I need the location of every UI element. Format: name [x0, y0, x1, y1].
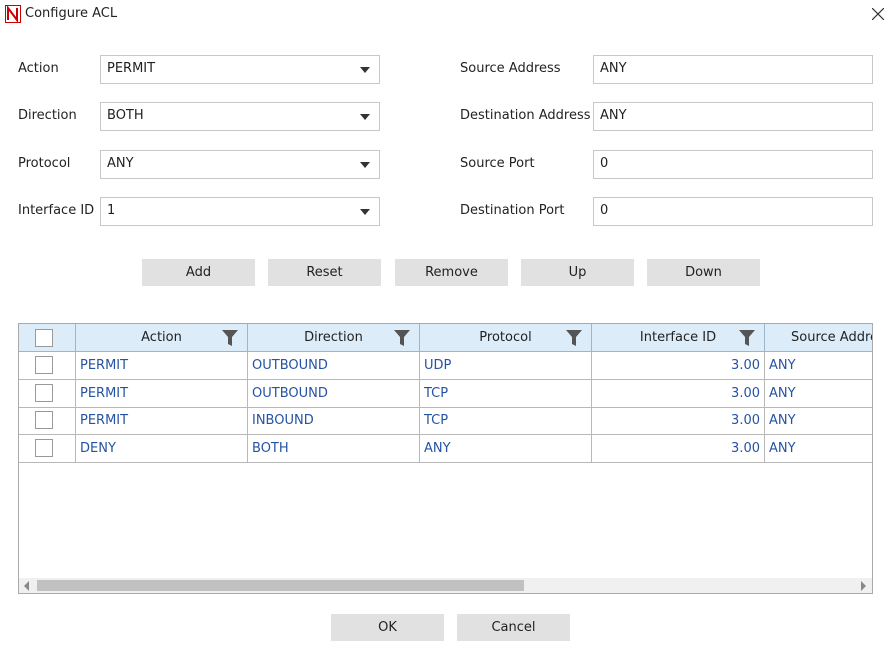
- column-header: Interface ID: [592, 324, 765, 352]
- row-cell: [19, 379, 76, 408]
- table-cell: TCP: [420, 379, 592, 408]
- table-cell: PERMIT: [76, 379, 248, 408]
- table-cell: PERMIT: [76, 407, 248, 435]
- filter-icon[interactable]: [222, 330, 238, 346]
- button[interactable]: OK: [331, 614, 444, 641]
- button[interactable]: Add: [142, 259, 255, 286]
- combo-box[interactable]: 1: [100, 197, 380, 226]
- close-button[interactable]: [872, 8, 884, 20]
- row-checkbox[interactable]: [35, 411, 53, 429]
- table-cell: OUTBOUND: [248, 352, 420, 380]
- table-cell: PERMIT: [76, 352, 248, 380]
- row-cell: [19, 352, 76, 380]
- filter-icon[interactable]: [566, 330, 582, 346]
- table-cell: ANY: [765, 352, 872, 380]
- table-cell: ANY: [765, 407, 872, 435]
- field-label: Protocol: [18, 156, 71, 171]
- button[interactable]: Reset: [268, 259, 381, 286]
- combo-box[interactable]: ANY: [100, 150, 380, 179]
- table-cell: 3.00: [592, 379, 765, 408]
- scroll-left[interactable]: [24, 581, 29, 591]
- field-label: Source Port: [460, 156, 535, 171]
- filter-icon[interactable]: [394, 330, 410, 346]
- table-cell: UDP: [420, 352, 592, 380]
- text-input[interactable]: 0: [593, 150, 873, 179]
- text-input[interactable]: ANY: [593, 55, 873, 84]
- field-label: Action: [18, 61, 59, 76]
- row-cell: [19, 434, 76, 463]
- field-label: Interface ID: [18, 203, 95, 218]
- field-label: Source Address: [460, 61, 561, 76]
- scroll-right[interactable]: [861, 581, 866, 591]
- button[interactable]: Down: [647, 259, 760, 286]
- data-grid: Action Direction Protocol Interface ID Sourc…: [18, 323, 873, 594]
- field-label: Destination Port: [460, 203, 565, 218]
- app-icon: [5, 5, 21, 23]
- column-header: Protocol: [420, 324, 592, 352]
- column-header: Direction: [248, 324, 420, 352]
- table-cell: INBOUND: [248, 407, 420, 435]
- button[interactable]: Up: [521, 259, 634, 286]
- row-checkbox[interactable]: [35, 356, 53, 374]
- text-input[interactable]: ANY: [593, 102, 873, 131]
- dropdown-arrow: [360, 209, 370, 215]
- text-input[interactable]: 0: [593, 197, 873, 226]
- field-label: Direction: [18, 108, 77, 123]
- column-header: Source Address: [765, 324, 872, 352]
- button[interactable]: Remove: [395, 259, 508, 286]
- table-cell: TCP: [420, 407, 592, 435]
- table-cell: 3.00: [592, 352, 765, 380]
- column-header: Action: [76, 324, 248, 352]
- button[interactable]: Cancel: [457, 614, 570, 641]
- table-cell: OUTBOUND: [248, 379, 420, 408]
- window-title: Configure ACL: [25, 6, 118, 21]
- row-cell: [19, 407, 76, 435]
- filter-icon[interactable]: [739, 330, 755, 346]
- scrollbar-thumb[interactable]: [37, 580, 524, 591]
- table-cell: ANY: [420, 434, 592, 463]
- table-cell: BOTH: [248, 434, 420, 463]
- table-cell: 3.00: [592, 434, 765, 463]
- table-cell: ANY: [765, 435, 872, 463]
- dropdown-arrow: [360, 162, 370, 168]
- combo-box[interactable]: BOTH: [100, 102, 380, 131]
- table-cell: ANY: [765, 380, 872, 408]
- table-cell: DENY: [76, 434, 248, 463]
- dropdown-arrow: [360, 114, 370, 120]
- row-checkbox[interactable]: [35, 383, 53, 402]
- combo-box[interactable]: PERMIT: [100, 55, 380, 84]
- header-checkbox[interactable]: [35, 329, 53, 347]
- row-checkbox[interactable]: [35, 438, 53, 457]
- table-cell: 3.00: [592, 407, 765, 435]
- field-label: Destination Address: [460, 108, 591, 123]
- dropdown-arrow: [360, 67, 370, 73]
